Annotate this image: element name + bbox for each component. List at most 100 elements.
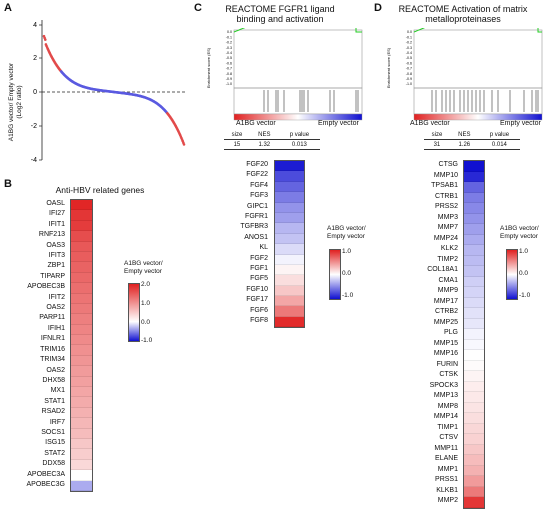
gene-label: OAS2 [46, 366, 65, 374]
gene-label: COL18A1 [427, 266, 458, 273]
gene-label: TPSAB1 [431, 182, 458, 189]
gene-label: OAS3 [46, 241, 65, 249]
heatmap-cell [464, 245, 484, 256]
gene-label: FGF4 [250, 181, 268, 189]
gene-label: APOBEC3B [27, 283, 65, 291]
gene-label: PRSS1 [435, 476, 458, 483]
heatmap-cell [275, 171, 304, 182]
gene-label: MMP1 [437, 465, 458, 473]
heatmap-cell [464, 224, 484, 235]
heatmap-cell [71, 470, 92, 481]
d-hit-bars [431, 90, 539, 112]
gene-label: FGF5 [250, 275, 268, 283]
gene-label: SOCS1 [41, 428, 65, 436]
heatmap-cell [71, 231, 92, 242]
gene-label: DDX58 [42, 460, 65, 468]
heatmap-cell [464, 192, 484, 203]
heatmap-cell [71, 345, 92, 356]
heatmap-cell [464, 213, 484, 224]
d-gsea-ylabel: Enrichment score (ES) [386, 47, 391, 88]
gene-label: PRSS2 [435, 203, 458, 210]
d-stats-table: size NES p value 31 1.26 0.014 [424, 130, 520, 150]
c-title-1: REACTOME FGFR1 ligand [225, 4, 335, 14]
heatmap-cell [71, 428, 92, 439]
gene-label: SPOCK3 [429, 381, 458, 389]
gene-label: MMP24 [433, 234, 458, 242]
heatmap-cell [275, 181, 304, 193]
heatmap-cell [275, 244, 304, 255]
c-gsea-ytick: -0.4 [226, 51, 232, 55]
c-left-label: A1BG vector [236, 120, 276, 127]
d-gene-labels: CTSG MMP10 TPSAB1 CTRB1 PRSS2 MMP3 MMP7 MMP24 KL… [418, 160, 458, 507]
d-gsea-ytick: -0.1 [406, 35, 412, 39]
gene-label: MMP2 [437, 497, 458, 504]
heatmap-cell [71, 438, 92, 450]
a-point [182, 143, 186, 146]
heatmap-cell [71, 387, 92, 398]
gene-label: FGF2 [250, 254, 268, 262]
gene-label: ZBP1 [47, 262, 65, 270]
a-ytick: 4 [33, 22, 37, 29]
heatmap-cell [71, 366, 92, 377]
gene-label: KLK2 [440, 245, 458, 252]
heatmap-cell [464, 161, 484, 172]
gene-label: MMP13 [433, 392, 458, 399]
a-ranked-curve [42, 34, 186, 146]
heatmap-cell [464, 465, 484, 476]
d-colorbar-tick: 0.0 [519, 270, 529, 277]
heatmap-cell [275, 202, 304, 213]
d-gsea-plot: Enrichment score (ES) 0.0-0.1-0.2-0.3-0.… [386, 28, 543, 121]
heatmap-cell [71, 418, 92, 429]
c-colorbar-tick: 1.0 [342, 248, 352, 255]
heatmap-cell [71, 314, 92, 325]
heatmap-cell [71, 303, 92, 315]
heatmap-cell [71, 355, 92, 367]
gene-label: STAT1 [44, 397, 65, 405]
heatmap-cell [464, 318, 484, 329]
c-gsea-yticks: 0.0-0.1 -0.2-0.3-0.4-0.5-0.6 -0.7-0.8-0.9-… [226, 30, 232, 86]
b-legend-title: A1BG vector/ Empty vector [124, 260, 194, 276]
heatmap-cell [71, 335, 92, 346]
d-stat-value: 1.26 [449, 139, 479, 150]
c-gsea-ytick: -0.6 [226, 61, 232, 65]
gene-label: FGFR1 [245, 213, 268, 221]
gene-label: FGF1 [250, 265, 268, 273]
d-gsea-ytick: -0.7 [406, 67, 412, 71]
c-legend-title: A1BG vector/ Empty vector [327, 225, 387, 241]
panel-label-d: D [374, 2, 382, 14]
c-gsea-ytick: -0.2 [226, 41, 232, 45]
c-heatmap [274, 160, 305, 329]
heatmap-cell [464, 234, 484, 245]
gene-label: MMP17 [433, 297, 458, 305]
heatmap-cell [464, 444, 484, 455]
gene-label: FGF17 [246, 296, 268, 304]
d-rank-bar [413, 113, 543, 121]
heatmap-cell [464, 350, 484, 361]
gene-label: FURIN [436, 360, 458, 368]
heatmap-cell [71, 262, 92, 273]
gene-label: FGF3 [250, 192, 268, 200]
heatmap-cell [464, 423, 484, 434]
heatmap-cell [464, 171, 484, 182]
panel-label-c: C [194, 2, 202, 14]
heatmap-cell [464, 413, 484, 424]
d-gsea-ytick: -0.9 [406, 77, 412, 81]
d-stat-header: size [424, 130, 450, 140]
gene-label: FGF8 [250, 317, 268, 325]
c-legend-title-1: A1BG vector/ [327, 225, 366, 232]
gene-label: KLKB1 [436, 486, 458, 494]
gene-label: MMP25 [433, 318, 458, 326]
c-stat-header: NES [249, 130, 279, 140]
c-gsea-ytick: -0.3 [226, 46, 232, 50]
gene-label: CMA1 [438, 276, 458, 284]
b-colorbar-tick: 0.0 [141, 319, 151, 326]
c-right-label: Empty vector [318, 120, 359, 127]
gene-label: FGF6 [250, 306, 268, 314]
c-rank-bar [233, 113, 363, 121]
heatmap-cell [71, 324, 92, 336]
d-colorbar-tick: -1.0 [519, 292, 531, 299]
gene-label: RSAD2 [41, 408, 65, 416]
d-gsea-yticks: 0.0-0.1 -0.2-0.3-0.4-0.5-0.6 -0.7-0.8-0.9-… [406, 30, 412, 86]
c-legend-title-2: Empty vector [327, 233, 365, 240]
heatmap-cell [71, 449, 92, 460]
